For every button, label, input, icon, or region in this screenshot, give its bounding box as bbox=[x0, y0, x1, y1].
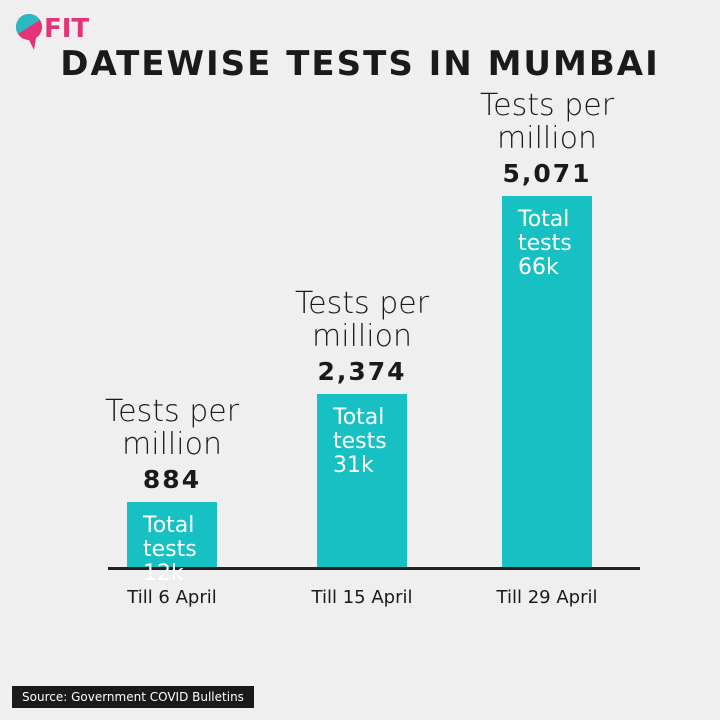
bar bbox=[317, 393, 407, 567]
value-label-group: Tests per million 884 bbox=[92, 395, 252, 494]
x-tick-label: Till 29 April bbox=[496, 587, 598, 608]
baseline bbox=[108, 567, 640, 570]
bar-text: Total tests 12k bbox=[143, 513, 197, 587]
x-tick-label: Till 15 April bbox=[311, 587, 413, 608]
chart-title: DATEWISE TESTS IN MUMBAI bbox=[60, 44, 660, 84]
value-title: Tests per million bbox=[104, 394, 240, 463]
value-label: 5,071 bbox=[502, 159, 592, 189]
bar bbox=[502, 196, 592, 567]
bar-text: Total tests 31k bbox=[333, 404, 387, 478]
logo: FIT bbox=[44, 14, 90, 44]
source: Source: Government COVID Bulletins bbox=[12, 686, 254, 708]
value-title: Tests per million bbox=[294, 285, 430, 354]
value-title: Tests per million bbox=[479, 88, 615, 157]
logo-icon bbox=[15, 13, 43, 50]
bar bbox=[127, 502, 217, 567]
x-tick-label: Till 6 April bbox=[127, 587, 217, 608]
value-label: 884 bbox=[142, 465, 202, 495]
bar-text: Total tests 66k bbox=[518, 207, 572, 281]
value-label: 2,374 bbox=[317, 356, 407, 386]
value-label-group: Tests per million 5,071 bbox=[467, 89, 627, 188]
value-label-group: Tests per million 2,374 bbox=[282, 287, 442, 386]
